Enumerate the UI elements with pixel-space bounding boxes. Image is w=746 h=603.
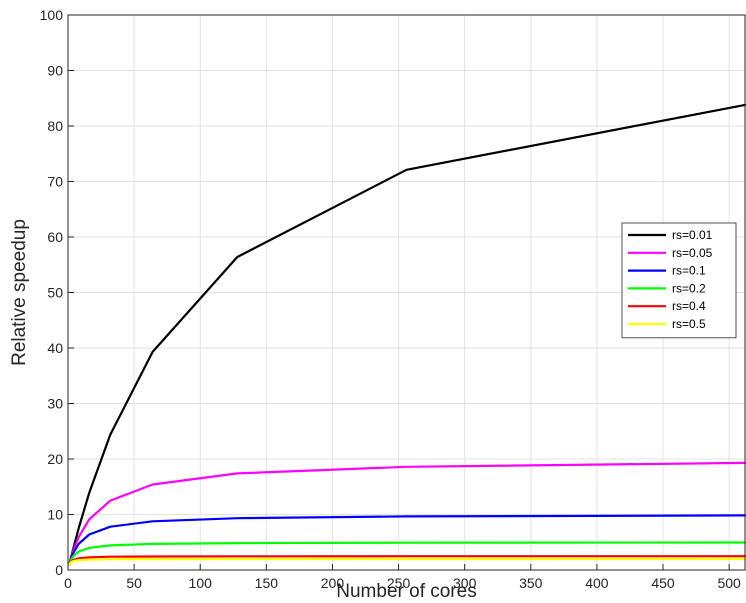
legend: rs=0.01 rs=0.05 rs=0.1 rs=0.2 rs=0.4 rs=0.5 (621, 222, 737, 339)
y-axis-label: Relative speedup (9, 219, 30, 366)
y-tick-label: 10 (47, 507, 63, 523)
x-tick-label: 300 (453, 575, 477, 591)
x-tick-label: 250 (387, 575, 411, 591)
legend-label: rs=0.1 (672, 264, 706, 278)
y-axis-ticks: 0 10 20 30 40 50 60 70 80 90 100 (40, 7, 74, 578)
y-tick-label: 0 (55, 562, 63, 578)
y-tick-label: 30 (47, 396, 63, 412)
series-lines (68, 103, 746, 566)
series-line-5 (68, 557, 746, 566)
series-line-1 (68, 461, 746, 566)
legend-label: rs=0.4 (672, 299, 706, 313)
x-tick-label: 0 (64, 575, 72, 591)
plot-area-border (67, 14, 746, 571)
x-tick-label: 500 (717, 575, 741, 591)
y-tick-label: 100 (40, 7, 64, 23)
x-axis-label: Number of cores (336, 581, 476, 602)
y-tick-label: 50 (47, 285, 63, 301)
x-tick-label: 400 (585, 575, 609, 591)
x-tick-label: 450 (651, 575, 675, 591)
y-tick-label: 20 (47, 451, 63, 467)
x-tick-label: 350 (519, 575, 543, 591)
y-tick-label: 80 (47, 118, 63, 134)
series-line-4 (68, 555, 746, 566)
y-tick-label: 40 (47, 340, 63, 356)
y-tick-label: 60 (47, 229, 63, 245)
legend-label: rs=0.05 (672, 246, 713, 260)
y-tick-label: 70 (47, 174, 63, 190)
legend-label: rs=0.5 (672, 317, 706, 331)
x-tick-label: 150 (255, 575, 279, 591)
x-tick-label: 100 (189, 575, 213, 591)
legend-label: rs=0.2 (672, 281, 706, 295)
x-tick-label: 200 (321, 575, 345, 591)
legend-box (621, 222, 737, 339)
legend-label: rs=0.01 (672, 228, 713, 242)
series-line-3 (68, 541, 746, 566)
x-tick-label: 50 (126, 575, 142, 591)
y-tick-label: 90 (47, 63, 63, 79)
